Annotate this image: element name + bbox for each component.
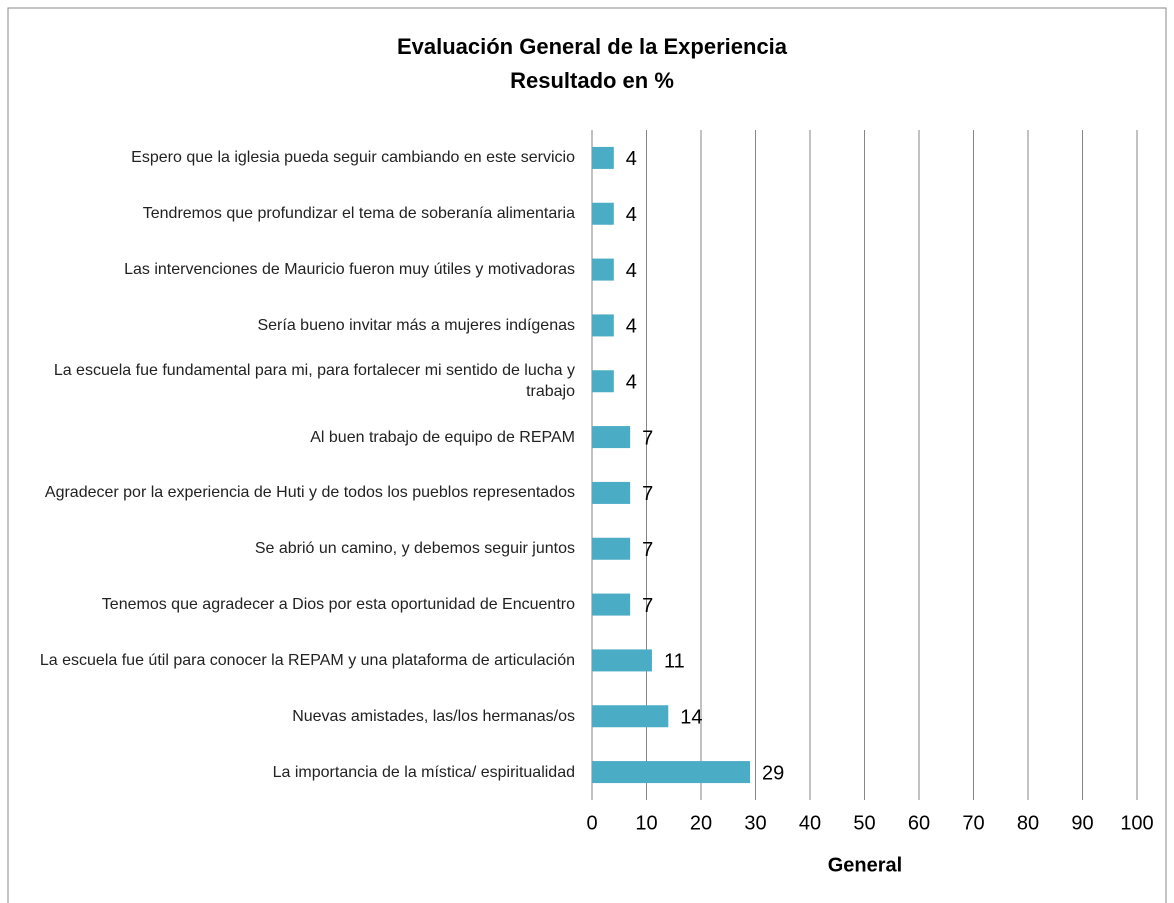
bar [592,761,751,784]
bar [592,705,669,728]
x-tick-label: 100 [1120,812,1153,834]
y-tick-label: Espero que la iglesia pueda seguir cambi… [131,149,575,167]
bar [592,314,614,337]
data-label: 4 [626,372,637,394]
y-tick-label: Las intervenciones de Mauricio fueron mu… [124,261,575,279]
x-tick-label: 90 [1071,812,1093,834]
x-tick-label: 50 [853,812,875,834]
data-label: 4 [626,260,637,282]
bar [592,370,614,393]
y-tick-label: Al buen trabajo de equipo de REPAM [310,428,575,446]
bar [592,537,631,560]
x-tick-label: 40 [799,812,821,834]
data-label: 29 [762,762,784,784]
x-axis-title: General [828,854,902,876]
x-tick-label: 30 [744,812,766,834]
chart-subtitle: Resultado en % [510,68,674,93]
y-tick-label: La escuela fue útil para conocer la REPA… [39,651,575,669]
data-label: 11 [664,651,685,673]
bar [592,593,631,616]
bar [592,202,614,225]
data-label: 7 [642,483,653,505]
x-tick-label: 20 [690,812,712,834]
y-tick-label: La escuela fue fundamental para mi, para… [53,362,575,401]
y-tick-label: Sería bueno invitar más a mujeres indíge… [257,316,575,334]
data-label: 4 [626,148,637,170]
bar [592,258,614,281]
x-tick-label: 70 [962,812,984,834]
y-tick-label: Tenemos que agradecer a Dios por esta op… [101,596,575,614]
bar [592,481,631,504]
data-label: 14 [680,707,702,729]
x-tick-label: 10 [635,812,657,834]
data-label: 7 [642,539,653,561]
y-tick-label: Tendremos que profundizar el tema de sob… [142,205,575,223]
x-tick-label: 80 [1017,812,1039,834]
y-tick-label: Nuevas amistades, las/los hermanas/os [292,707,575,725]
bar [592,649,652,672]
bar [592,426,631,449]
x-tick-label: 60 [908,812,930,834]
data-label: 4 [626,316,637,338]
data-label: 7 [642,595,653,617]
y-tick-label: La importancia de la mística/ espiritual… [272,763,575,781]
bar [592,146,614,169]
chart-border [7,7,1167,903]
x-tick-label: 0 [586,812,597,834]
chart-title: Evaluación General de la Experiencia [397,34,788,59]
y-tick-label: Agradecer por la experiencia de Huti y d… [44,484,575,502]
data-label: 4 [626,204,637,226]
data-label: 7 [642,427,653,449]
y-tick-label: Se abrió un camino, y debemos seguir jun… [254,540,575,558]
